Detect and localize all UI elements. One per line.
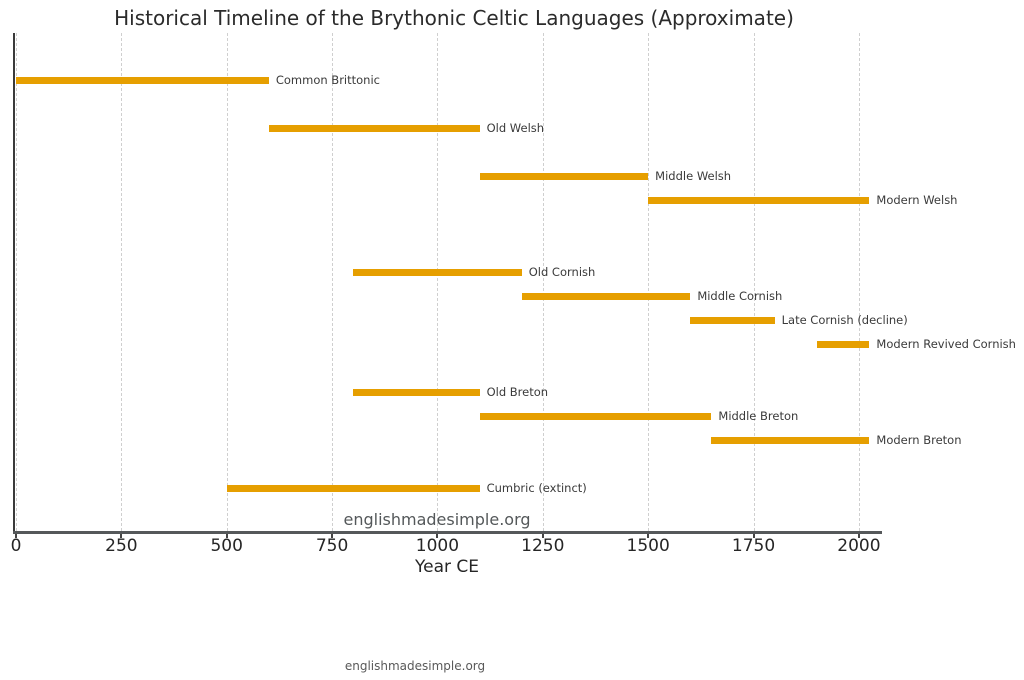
- x-axis-tick-label: 1250: [521, 536, 565, 556]
- x-axis-tick-mark: [15, 534, 17, 538]
- gridline: [753, 33, 755, 531]
- x-axis-line: [13, 531, 882, 534]
- x-axis-tick-label: 1000: [415, 536, 460, 556]
- bar-label: Old Breton: [486, 385, 549, 399]
- gridline: [858, 33, 860, 531]
- timeline-bar: [353, 268, 522, 276]
- bar-label: Old Welsh: [486, 121, 545, 135]
- bar-label: Middle Breton: [718, 409, 799, 423]
- timeline-bar: [648, 196, 870, 204]
- x-axis-tick-label: 0: [10, 536, 22, 556]
- gridline: [332, 33, 334, 531]
- chart-title: Historical Timeline of the Brythonic Cel…: [114, 6, 794, 30]
- x-axis-tick-label: 2000: [837, 536, 881, 556]
- bar-label: Cumbric (extinct): [486, 481, 587, 495]
- bar-label: Late Cornish (decline): [781, 313, 908, 327]
- timeline-bar: [353, 388, 480, 396]
- gridline: [121, 33, 123, 531]
- x-axis-tick-label: 500: [210, 536, 243, 556]
- gridline: [437, 33, 439, 531]
- x-axis-tick-mark: [857, 534, 860, 538]
- plot-watermark: englishmadesimple.org: [343, 510, 531, 529]
- gridline: [648, 33, 650, 531]
- x-axis-tick-mark: [647, 534, 650, 538]
- x-axis-tick-mark: [436, 534, 439, 538]
- x-axis-title: Year CE: [414, 557, 480, 577]
- bar-label: Modern Welsh: [876, 193, 958, 207]
- timeline-bar: [690, 316, 775, 324]
- gridline: [16, 33, 17, 531]
- x-axis-tick-label: 1750: [731, 536, 776, 556]
- timeline-bar: [479, 172, 649, 180]
- timeline-bar: [226, 484, 480, 492]
- x-axis-tick-mark: [120, 534, 123, 538]
- bar-label: Common Brittonic: [275, 73, 380, 87]
- x-axis-tick-label: 1500: [626, 536, 670, 556]
- timeline-bar: [711, 436, 870, 444]
- timeline-bar: [521, 292, 691, 300]
- bar-label: Modern Revived Cornish: [876, 337, 1016, 351]
- bar-label: Middle Welsh: [655, 169, 732, 183]
- gridline: [542, 33, 544, 531]
- timeline-bar: [268, 124, 480, 132]
- timeline-bar: [479, 412, 712, 420]
- bar-label: Middle Cornish: [697, 289, 783, 303]
- y-axis-spine: [13, 33, 15, 533]
- x-axis-tick-label: 250: [105, 536, 138, 556]
- x-axis-tick-mark: [331, 534, 334, 538]
- x-axis-tick-label: 750: [315, 536, 349, 556]
- bar-label: Modern Breton: [876, 433, 962, 447]
- timeline-bar: [16, 76, 269, 84]
- x-axis-tick-mark: [541, 534, 544, 538]
- timeline-bar: [816, 340, 870, 348]
- bar-label: Old Cornish: [528, 265, 596, 279]
- x-axis-tick-mark: [225, 534, 228, 538]
- footer-watermark: englishmadesimple.org: [344, 659, 486, 673]
- gridline: [226, 33, 228, 531]
- x-axis-tick-mark: [752, 534, 755, 538]
